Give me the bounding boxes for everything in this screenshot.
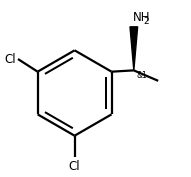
- Text: Cl: Cl: [69, 160, 80, 173]
- Text: Cl: Cl: [5, 53, 16, 65]
- Text: &1: &1: [137, 71, 148, 80]
- Text: NH: NH: [133, 11, 151, 24]
- Polygon shape: [130, 27, 138, 70]
- Text: 2: 2: [144, 17, 149, 26]
